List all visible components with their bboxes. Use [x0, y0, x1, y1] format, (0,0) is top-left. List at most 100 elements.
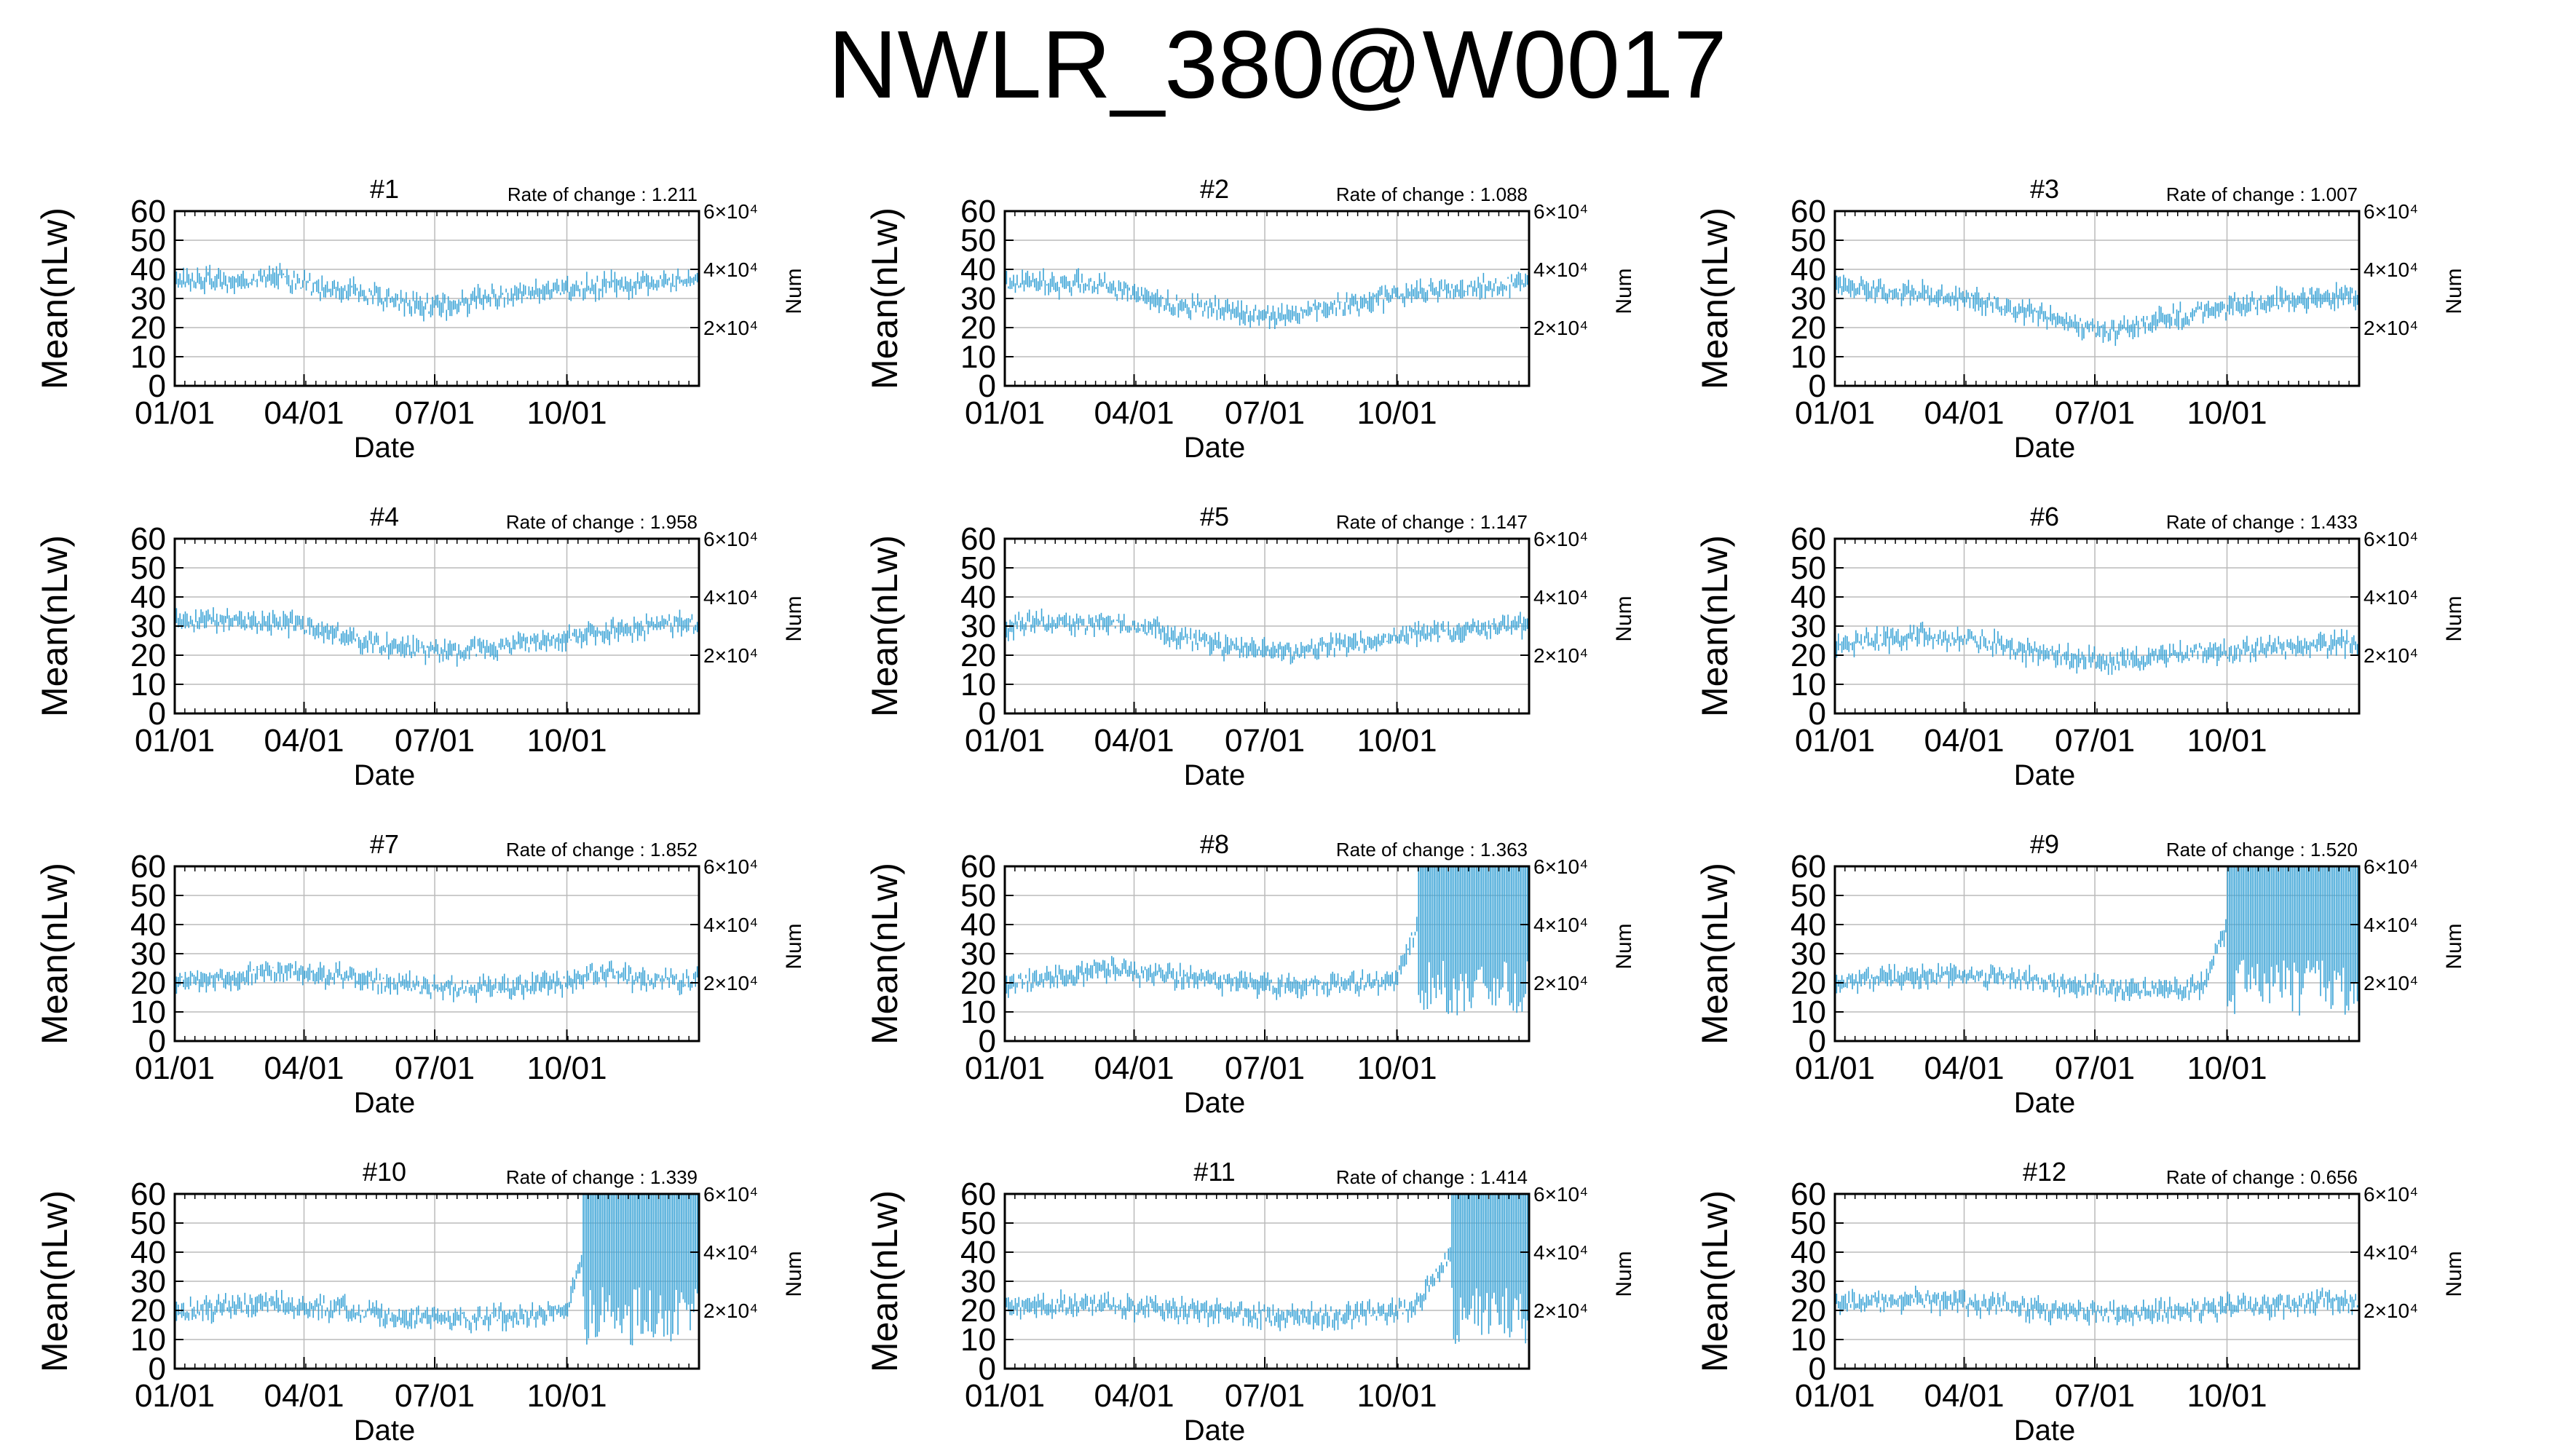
y-tick-label: 40: [130, 907, 166, 943]
panel-title: #2: [1200, 174, 1229, 204]
y-tick-label: 50: [960, 1206, 996, 1241]
y2-tick-label: 6×10⁴: [703, 855, 758, 878]
y2-tick-label: 4×10⁴: [703, 1241, 758, 1264]
y-tick-label: 20: [1790, 310, 1826, 346]
y2-axis-label: Num: [1612, 1251, 1636, 1297]
y2-axis-label: Num: [782, 923, 806, 969]
y-tick-label: 40: [130, 1235, 166, 1270]
y2-tick-label: 2×10⁴: [703, 317, 758, 339]
y-axis-label: Mean(nLw): [864, 207, 905, 389]
x-axis-label: Date: [354, 432, 416, 464]
y-tick-label: 40: [960, 579, 996, 615]
y-tick-label: 20: [1790, 638, 1826, 673]
y-tick-label: 50: [1790, 878, 1826, 914]
y2-tick-label: 2×10⁴: [703, 972, 758, 994]
y-tick-label: 0: [149, 368, 166, 404]
y-tick-label: 30: [1790, 281, 1826, 317]
y-tick-label: 10: [130, 339, 166, 375]
y-axis-label: Mean(nLw): [1694, 207, 1735, 389]
rate-of-change: Rate of change : 1.363: [1336, 839, 1528, 860]
y2-axis-label: Num: [782, 596, 806, 641]
y-tick-label: 30: [1790, 936, 1826, 972]
y2-axis-label: Num: [2442, 268, 2466, 314]
y2-tick-label: 2×10⁴: [703, 1299, 758, 1322]
series-0: [1004, 866, 1530, 1016]
y-tick-label: 20: [960, 1293, 996, 1329]
y-axis-label: Mean(nLw): [34, 863, 75, 1045]
y-tick-label: 20: [130, 1293, 166, 1329]
series-0: [174, 607, 700, 667]
rate-of-change: Rate of change : 1.339: [506, 1166, 698, 1188]
series-0: [1004, 268, 1530, 329]
y2-tick-label: 6×10⁴: [2364, 855, 2418, 878]
y-tick-label: 50: [960, 878, 996, 914]
y-tick-label: 50: [1790, 550, 1826, 586]
y2-tick-label: 4×10⁴: [1533, 914, 1588, 936]
y-tick-label: 30: [960, 609, 996, 644]
y-tick-label: 60: [960, 521, 996, 557]
x-axis-label: Date: [354, 1415, 416, 1447]
y-tick-label: 0: [149, 1351, 166, 1387]
y2-tick-label: 4×10⁴: [2364, 914, 2418, 936]
y2-tick-label: 2×10⁴: [2364, 972, 2418, 994]
y-axis-label: Mean(nLw): [34, 1190, 75, 1372]
y-tick-label: 30: [130, 281, 166, 317]
y-tick-label: 50: [130, 878, 166, 914]
y-tick-label: 20: [130, 638, 166, 673]
y-tick-label: 60: [130, 194, 166, 229]
x-tick-label: 07/01: [1225, 395, 1305, 431]
y2-tick-label: 6×10⁴: [703, 200, 758, 223]
x-tick-label: 07/01: [2055, 1051, 2135, 1086]
rate-of-change: Rate of change : 1.007: [2166, 183, 2358, 205]
y2-axis-label: Num: [1612, 923, 1636, 969]
y2-tick-label: 6×10⁴: [1533, 1183, 1588, 1206]
series-0: [174, 960, 700, 1003]
rate-of-change: Rate of change : 1.958: [506, 511, 698, 533]
y-tick-label: 50: [960, 223, 996, 258]
x-tick-label: 07/01: [2055, 395, 2135, 431]
y-tick-label: 60: [1790, 194, 1826, 229]
x-tick-label: 10/01: [526, 395, 607, 431]
y-tick-label: 0: [149, 696, 166, 732]
y2-tick-label: 6×10⁴: [1533, 528, 1588, 550]
y-tick-label: 30: [130, 609, 166, 644]
y-tick-label: 30: [960, 1264, 996, 1299]
x-tick-label: 10/01: [2187, 723, 2267, 759]
series-0: [1834, 274, 2360, 347]
x-axis-label: Date: [1184, 432, 1246, 464]
rate-of-change: Rate of change : 1.433: [2166, 511, 2358, 533]
x-tick-label: 10/01: [526, 723, 607, 759]
y-tick-label: 0: [149, 1024, 166, 1059]
y-tick-label: 10: [960, 994, 996, 1030]
y2-tick-label: 2×10⁴: [2364, 317, 2418, 339]
x-tick-label: 01/01: [965, 395, 1045, 431]
y-axis-label: Mean(nLw): [1694, 535, 1735, 717]
x-tick-label: 04/01: [1924, 395, 2004, 431]
x-tick-label: 04/01: [264, 723, 344, 759]
panel-title: #10: [363, 1157, 406, 1187]
y-tick-label: 40: [1790, 252, 1826, 288]
x-axis-label: Date: [2014, 1087, 2076, 1119]
panel-title: #4: [370, 502, 399, 531]
y-axis-label: Mean(nLw): [34, 207, 75, 389]
y2-tick-label: 6×10⁴: [1533, 200, 1588, 223]
y-tick-label: 10: [130, 667, 166, 703]
y-tick-label: 50: [130, 223, 166, 258]
x-tick-label: 07/01: [395, 1378, 475, 1414]
y-axis-label: Mean(nLw): [1694, 863, 1735, 1045]
x-tick-label: 04/01: [1094, 1051, 1174, 1086]
rate-of-change: Rate of change : 1.088: [1336, 183, 1528, 205]
y2-tick-label: 4×10⁴: [2364, 258, 2418, 281]
x-tick-label: 01/01: [135, 1378, 215, 1414]
y2-axis-label: Num: [782, 268, 806, 314]
y-tick-label: 10: [1790, 339, 1826, 375]
y2-tick-label: 4×10⁴: [703, 914, 758, 936]
y-tick-label: 50: [1790, 223, 1826, 258]
